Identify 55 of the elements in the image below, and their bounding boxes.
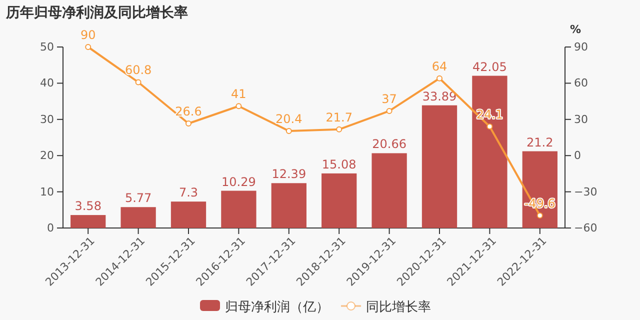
- point: [536, 212, 543, 218]
- data-label: 10.29: [222, 174, 256, 189]
- y-tick-label: 10: [40, 185, 54, 198]
- y-tick-label: 40: [40, 76, 54, 90]
- point: [85, 44, 92, 50]
- data-label: 64: [432, 59, 448, 74]
- y2-tick-label: 0: [574, 149, 581, 162]
- bar: [221, 190, 256, 228]
- data-label: 90: [80, 28, 96, 42]
- data-label: 3.58: [74, 199, 102, 214]
- data-label: 24.1: [476, 108, 504, 122]
- data-label: 37: [382, 92, 397, 106]
- point: [436, 75, 442, 82]
- bar: [472, 76, 508, 228]
- point: [236, 103, 242, 110]
- data-label: 5.77: [124, 191, 152, 206]
- data-label: 60.8: [124, 63, 152, 78]
- bar: [120, 207, 156, 228]
- legend-label: 同比增长率: [366, 299, 431, 315]
- bar: [70, 215, 106, 228]
- data-label: 41: [231, 87, 246, 102]
- bar: [170, 202, 206, 228]
- legend-label: 归母净利润（亿）: [225, 300, 329, 315]
- point: [286, 128, 292, 134]
- y-tick-label: 50: [40, 40, 54, 54]
- bar: [271, 183, 306, 228]
- point: [386, 108, 392, 114]
- bar: [322, 173, 357, 228]
- data-label: 15.08: [322, 157, 356, 172]
- data-label: 33.89: [422, 89, 457, 104]
- data-label: 20.66: [372, 137, 406, 152]
- point: [486, 124, 493, 130]
- y2-tick-label: −30: [574, 185, 598, 198]
- y-tick-label: 30: [40, 112, 54, 126]
- bar: [372, 153, 407, 228]
- point: [336, 126, 342, 132]
- y2-axis-title: %: [570, 23, 582, 36]
- data-label: 26.6: [175, 104, 202, 119]
- data-label: 21.2: [526, 135, 554, 150]
- data-label: 21.7: [326, 110, 352, 124]
- point: [186, 120, 192, 127]
- y2-tick-label: −60: [574, 222, 598, 235]
- y-tick-label: 0: [47, 222, 54, 235]
- data-label: 20.4: [276, 112, 302, 126]
- bar: [522, 151, 558, 228]
- chart-title: 历年归母净利润及同比增长率: [5, 4, 188, 21]
- data-label: 12.39: [272, 167, 306, 182]
- y2-tick-label: 30: [574, 112, 588, 126]
- data-label: 42.05: [472, 60, 507, 74]
- y2-tick-label: 60: [574, 76, 588, 90]
- y-tick-label: 20: [40, 149, 54, 162]
- point: [135, 79, 142, 86]
- y2-tick-label: 90: [574, 40, 588, 54]
- data-label: 7.3: [178, 186, 198, 200]
- bar: [422, 105, 458, 228]
